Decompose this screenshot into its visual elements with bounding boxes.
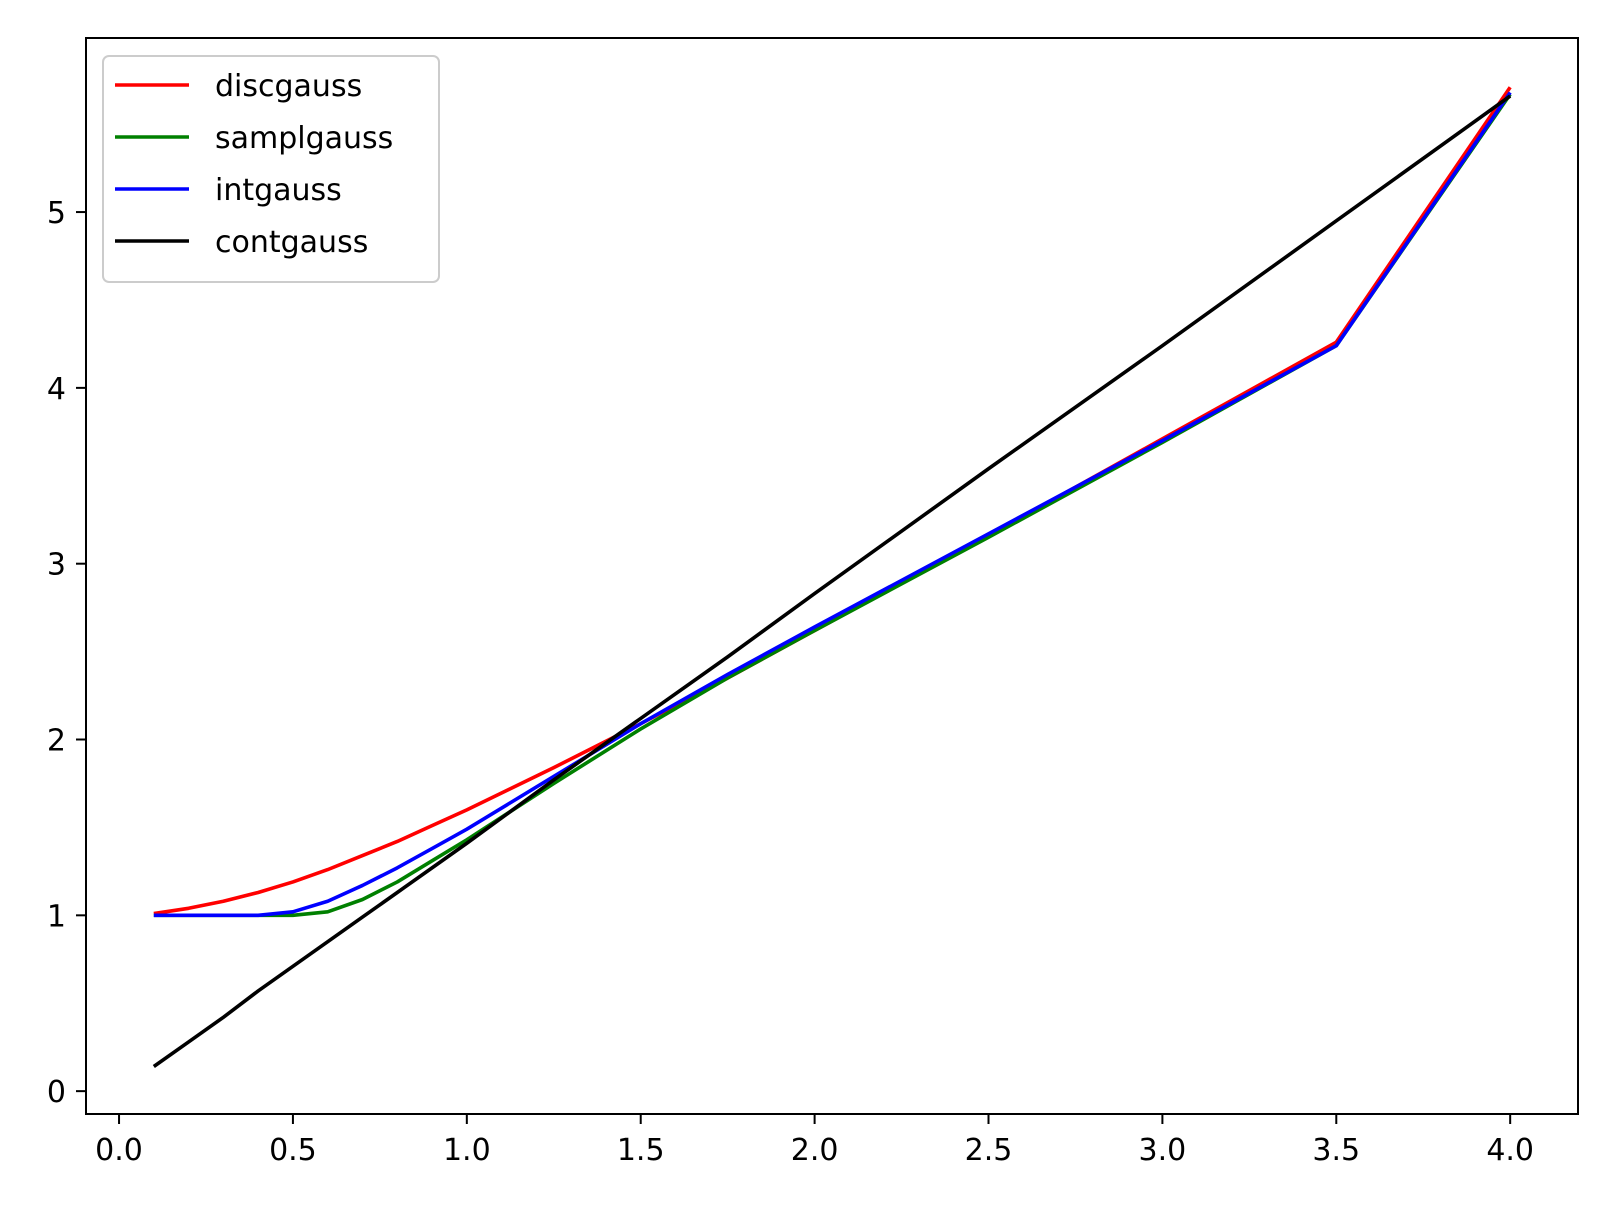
x-tick-label: 4.0 (1486, 1133, 1534, 1168)
x-tick-label: 3.5 (1312, 1133, 1360, 1168)
series-line-intgauss (153, 91, 1512, 918)
y-tick-label: 1 (47, 899, 66, 934)
y-tick-label: 4 (47, 372, 66, 407)
legend-label-intgauss: intgauss (215, 173, 342, 208)
axes: 0.0 0.5 1.0 1.5 2.0 2.5 3.0 3.5 4.0 0 1 2 3 4 5 (47, 37, 1579, 1168)
legend-box (102, 55, 440, 283)
y-tick-label: 0 (47, 1075, 66, 1110)
legend: discgauss samplgauss intgauss contgauss (102, 55, 440, 283)
y-tick-label: 5 (47, 196, 66, 231)
y-tick-label: 3 (47, 548, 66, 583)
x-tick-label: 3.0 (1139, 1133, 1187, 1168)
x-tick-label: 2.0 (791, 1133, 839, 1168)
y-tick-label: 2 (47, 724, 66, 759)
plot-area (152, 86, 1512, 1068)
x-tick-label: 0.0 (95, 1133, 143, 1168)
series-line-contgauss (152, 94, 1512, 1068)
legend-label-contgauss: contgauss (215, 225, 368, 260)
axes-frame (85, 37, 1579, 1115)
x-tick-label: 1.5 (617, 1133, 665, 1168)
x-tick-label: 0.5 (269, 1133, 317, 1168)
x-tick-label: 1.0 (443, 1133, 491, 1168)
x-tick-label: 2.5 (965, 1133, 1013, 1168)
legend-label-samplgauss: samplgauss (215, 121, 393, 156)
legend-label-discgauss: discgauss (215, 69, 362, 104)
